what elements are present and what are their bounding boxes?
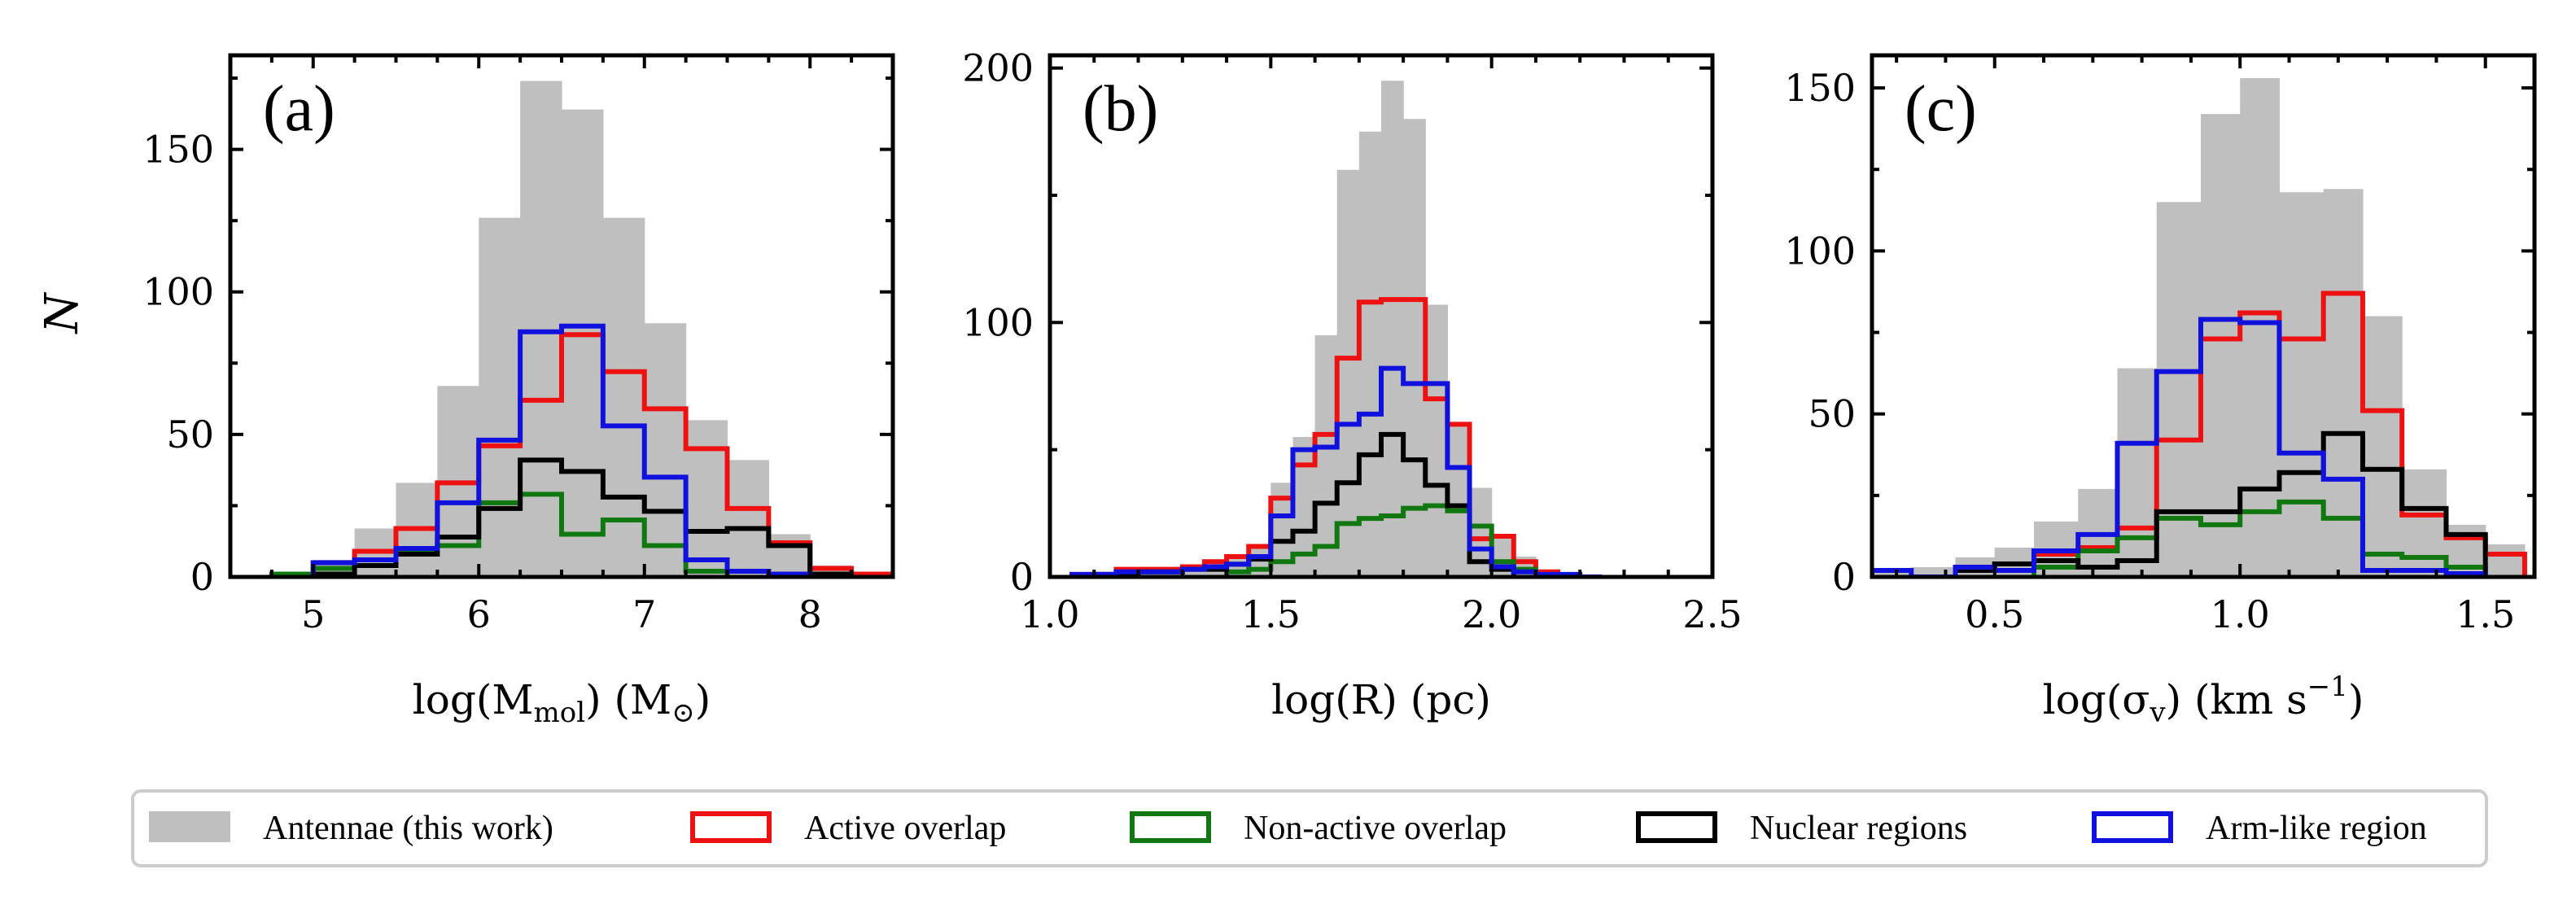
antennae-bar bbox=[2362, 316, 2403, 577]
nonactive-step-line bbox=[269, 491, 730, 577]
legend-swatch-nuclear bbox=[1636, 811, 1717, 843]
antennae-bar bbox=[2402, 469, 2447, 577]
panel-b: 1.0 1.5 2.0 2.5 0 100 200 (b) log(R) (pc) bbox=[962, 46, 1742, 723]
y-tick-label: 0 bbox=[1010, 555, 1034, 599]
antennae-bar bbox=[1358, 131, 1382, 577]
y-tick-label: 150 bbox=[142, 128, 214, 172]
x-tick-label: 2.0 bbox=[1462, 592, 1521, 636]
antennae-bar bbox=[602, 217, 645, 577]
antennae-bar bbox=[1381, 81, 1404, 577]
nonactive-step-line bbox=[2031, 499, 2488, 577]
antennae-bar bbox=[1249, 546, 1271, 577]
antennae-bar bbox=[520, 81, 562, 577]
y-tick-label: 150 bbox=[1784, 66, 1856, 110]
x-axis-label: log(R) (pc) bbox=[1271, 676, 1491, 723]
arm-step-line bbox=[310, 323, 813, 577]
antennae-bar bbox=[1138, 571, 1161, 577]
legend-label-arm: Arm-like region bbox=[2206, 810, 2427, 847]
antennae-bar bbox=[2240, 78, 2281, 577]
panels: 5 6 7 8 0 50 100 150 (a) log(Mmol) (M⊙) 1.0 1.5 2.0 2… bbox=[142, 46, 2537, 729]
antennae-bar bbox=[2323, 189, 2364, 577]
legend-label-active: Active overlap bbox=[804, 810, 1006, 847]
y-tick-label: 50 bbox=[1808, 392, 1856, 436]
panel-label: (c) bbox=[1905, 73, 1977, 145]
y-tick-label: 100 bbox=[142, 270, 214, 314]
antennae-bar bbox=[1872, 570, 1912, 577]
legend-frame bbox=[131, 789, 2488, 867]
nonactive-step-line bbox=[1224, 503, 1538, 577]
antennae-bar bbox=[479, 217, 521, 577]
legend-swatch-active bbox=[690, 811, 772, 843]
y-tick-label: 200 bbox=[962, 46, 1034, 90]
y-tick-label: 0 bbox=[1832, 555, 1856, 599]
antennae-bar bbox=[2117, 368, 2158, 577]
x-tick-label: 7 bbox=[632, 592, 656, 636]
x-tick-label: 0.5 bbox=[1965, 592, 2024, 636]
antennae-bar bbox=[685, 420, 728, 577]
antennae-bar bbox=[1447, 424, 1471, 577]
legend-swatch-antennae bbox=[149, 811, 230, 842]
legend: Antennae (this work) Active overlap Non-ac… bbox=[131, 789, 2488, 867]
antennae-bar bbox=[1425, 304, 1448, 577]
x-tick-label: 1.5 bbox=[2456, 592, 2515, 636]
x-tick-label: 5 bbox=[301, 592, 325, 636]
y-tick-label: 50 bbox=[166, 413, 214, 456]
antennae-bar bbox=[727, 460, 769, 577]
x-axis-label: log(Mmol) (M⊙) bbox=[413, 676, 711, 729]
y-axis-label: N bbox=[36, 292, 89, 335]
x-tick-label: 6 bbox=[467, 592, 491, 636]
antennae-bar bbox=[2485, 544, 2526, 577]
legend-swatch-nonactive bbox=[1130, 811, 1211, 843]
x-tick-label: 1.0 bbox=[1020, 592, 1079, 636]
panel-label: (b) bbox=[1082, 73, 1158, 145]
antennae-bar bbox=[2279, 192, 2325, 577]
x-tick-label: 2.5 bbox=[1682, 592, 1742, 636]
active-step-line bbox=[269, 332, 893, 577]
plot-area bbox=[1069, 81, 1603, 577]
x-tick-label: 8 bbox=[798, 592, 822, 636]
y-tick-label: 100 bbox=[1784, 229, 1856, 273]
antennae-bar bbox=[1403, 119, 1426, 577]
y-tick-label: 100 bbox=[962, 300, 1034, 344]
panel-c: 0.5 1.0 1.5 0 50 100 150 (c) log(σv) (km s−1) bbox=[1784, 53, 2537, 729]
x-tick-label: 1.5 bbox=[1241, 592, 1301, 636]
antennae-bar bbox=[2200, 114, 2241, 577]
legend-swatch-arm bbox=[2092, 811, 2173, 843]
panel-label: (a) bbox=[263, 73, 335, 145]
antennae-bar bbox=[2156, 202, 2202, 577]
x-axis-label: log(σv) (km s−1) bbox=[2043, 671, 2364, 729]
antennae-bar bbox=[562, 109, 604, 577]
axes-frame bbox=[1870, 53, 2537, 579]
antennae-bar bbox=[1314, 334, 1338, 577]
legend-label-antennae: Antennae (this work) bbox=[263, 810, 553, 847]
plot-area bbox=[1872, 78, 2527, 577]
legend-label-nonactive: Non-active overlap bbox=[1244, 810, 1507, 847]
panel-a: 5 6 7 8 0 50 100 150 (a) log(Mmol) (M⊙) bbox=[142, 53, 895, 729]
axes-frame bbox=[1047, 53, 1715, 579]
plot-area bbox=[269, 81, 893, 577]
antennae-bar bbox=[1336, 169, 1360, 577]
y-tick-label: 0 bbox=[190, 555, 214, 599]
antennae-bar bbox=[644, 323, 687, 577]
x-tick-label: 1.0 bbox=[2211, 592, 2270, 636]
legend-label-nuclear: Nuclear regions bbox=[1750, 810, 1967, 847]
arm-step-line bbox=[1872, 317, 2488, 577]
